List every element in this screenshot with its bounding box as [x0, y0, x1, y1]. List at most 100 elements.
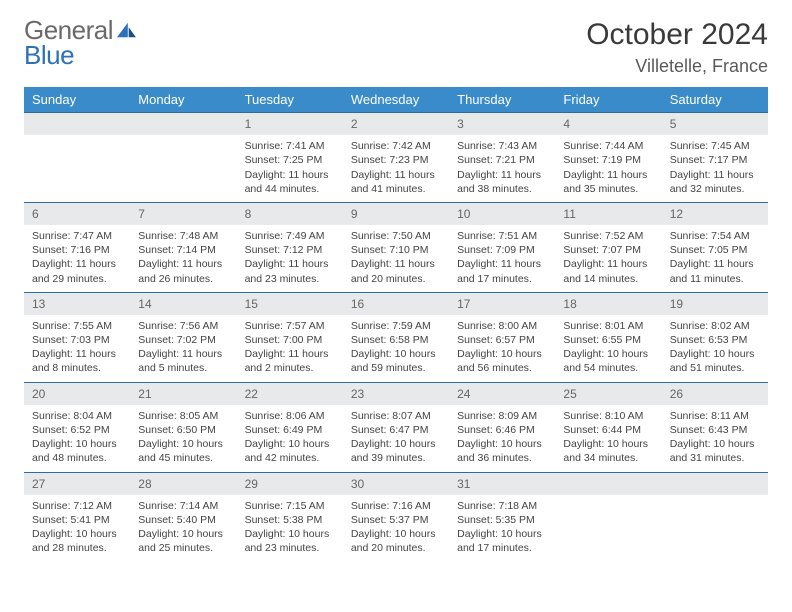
day-number: 21 — [130, 382, 236, 405]
daylight-text: Daylight: 10 hours and 42 minutes. — [245, 437, 335, 465]
sunset-text: Sunset: 5:38 PM — [245, 513, 335, 527]
daylight-text: Daylight: 10 hours and 34 minutes. — [563, 437, 653, 465]
day-cell: 13Sunrise: 7:55 AMSunset: 7:03 PMDayligh… — [24, 292, 130, 382]
sunset-text: Sunset: 6:50 PM — [138, 423, 228, 437]
sunrise-text: Sunrise: 8:11 AM — [670, 409, 760, 423]
sunrise-text: Sunrise: 8:05 AM — [138, 409, 228, 423]
sunrise-text: Sunrise: 8:02 AM — [670, 319, 760, 333]
day-details: Sunrise: 8:11 AMSunset: 6:43 PMDaylight:… — [662, 405, 768, 472]
week-row: 13Sunrise: 7:55 AMSunset: 7:03 PMDayligh… — [24, 292, 768, 382]
day-header-tuesday: Tuesday — [237, 87, 343, 112]
week-row: 27Sunrise: 7:12 AMSunset: 5:41 PMDayligh… — [24, 472, 768, 562]
sunset-text: Sunset: 6:55 PM — [563, 333, 653, 347]
sunrise-text: Sunrise: 7:16 AM — [351, 499, 441, 513]
day-cell: 28Sunrise: 7:14 AMSunset: 5:40 PMDayligh… — [130, 472, 236, 562]
day-details: Sunrise: 7:52 AMSunset: 7:07 PMDaylight:… — [555, 225, 661, 292]
day-details: Sunrise: 7:15 AMSunset: 5:38 PMDaylight:… — [237, 495, 343, 562]
daylight-text: Daylight: 11 hours and 17 minutes. — [457, 257, 547, 285]
day-cell: 9Sunrise: 7:50 AMSunset: 7:10 PMDaylight… — [343, 202, 449, 292]
sunrise-text: Sunrise: 8:06 AM — [245, 409, 335, 423]
day-cell: 27Sunrise: 7:12 AMSunset: 5:41 PMDayligh… — [24, 472, 130, 562]
day-details: Sunrise: 7:54 AMSunset: 7:05 PMDaylight:… — [662, 225, 768, 292]
daylight-text: Daylight: 10 hours and 59 minutes. — [351, 347, 441, 375]
day-number: 5 — [662, 112, 768, 135]
day-details: Sunrise: 7:41 AMSunset: 7:25 PMDaylight:… — [237, 135, 343, 202]
daylight-text: Daylight: 11 hours and 44 minutes. — [245, 168, 335, 196]
day-number: 12 — [662, 202, 768, 225]
day-number: 26 — [662, 382, 768, 405]
day-cell: 26Sunrise: 8:11 AMSunset: 6:43 PMDayligh… — [662, 382, 768, 472]
day-details: Sunrise: 7:42 AMSunset: 7:23 PMDaylight:… — [343, 135, 449, 202]
sunset-text: Sunset: 7:09 PM — [457, 243, 547, 257]
sunrise-text: Sunrise: 7:59 AM — [351, 319, 441, 333]
sunset-text: Sunset: 6:53 PM — [670, 333, 760, 347]
empty-cell — [24, 112, 130, 202]
day-cell: 5Sunrise: 7:45 AMSunset: 7:17 PMDaylight… — [662, 112, 768, 202]
sunset-text: Sunset: 7:00 PM — [245, 333, 335, 347]
sunrise-text: Sunrise: 7:12 AM — [32, 499, 122, 513]
sunrise-text: Sunrise: 8:09 AM — [457, 409, 547, 423]
day-cell: 18Sunrise: 8:01 AMSunset: 6:55 PMDayligh… — [555, 292, 661, 382]
sunset-text: Sunset: 7:25 PM — [245, 153, 335, 167]
day-number: 3 — [449, 112, 555, 135]
day-cell: 1Sunrise: 7:41 AMSunset: 7:25 PMDaylight… — [237, 112, 343, 202]
day-details: Sunrise: 7:12 AMSunset: 5:41 PMDaylight:… — [24, 495, 130, 562]
day-cell: 22Sunrise: 8:06 AMSunset: 6:49 PMDayligh… — [237, 382, 343, 472]
empty-cell — [130, 112, 236, 202]
sunrise-text: Sunrise: 7:52 AM — [563, 229, 653, 243]
day-number: 11 — [555, 202, 661, 225]
sunset-text: Sunset: 6:58 PM — [351, 333, 441, 347]
daylight-text: Daylight: 11 hours and 14 minutes. — [563, 257, 653, 285]
daylight-text: Daylight: 11 hours and 35 minutes. — [563, 168, 653, 196]
day-details: Sunrise: 7:50 AMSunset: 7:10 PMDaylight:… — [343, 225, 449, 292]
sunrise-text: Sunrise: 7:49 AM — [245, 229, 335, 243]
sunrise-text: Sunrise: 7:50 AM — [351, 229, 441, 243]
day-details: Sunrise: 8:09 AMSunset: 6:46 PMDaylight:… — [449, 405, 555, 472]
sunrise-text: Sunrise: 7:14 AM — [138, 499, 228, 513]
day-number: 27 — [24, 472, 130, 495]
week-row: 1Sunrise: 7:41 AMSunset: 7:25 PMDaylight… — [24, 112, 768, 202]
day-cell: 24Sunrise: 8:09 AMSunset: 6:46 PMDayligh… — [449, 382, 555, 472]
day-details: Sunrise: 8:01 AMSunset: 6:55 PMDaylight:… — [555, 315, 661, 382]
day-number: 10 — [449, 202, 555, 225]
day-header-wednesday: Wednesday — [343, 87, 449, 112]
sunset-text: Sunset: 7:05 PM — [670, 243, 760, 257]
day-cell: 6Sunrise: 7:47 AMSunset: 7:16 PMDaylight… — [24, 202, 130, 292]
day-details: Sunrise: 7:16 AMSunset: 5:37 PMDaylight:… — [343, 495, 449, 562]
day-number: 7 — [130, 202, 236, 225]
sunrise-text: Sunrise: 7:51 AM — [457, 229, 547, 243]
daylight-text: Daylight: 11 hours and 26 minutes. — [138, 257, 228, 285]
sunrise-text: Sunrise: 8:10 AM — [563, 409, 653, 423]
day-details: Sunrise: 7:14 AMSunset: 5:40 PMDaylight:… — [130, 495, 236, 562]
sunset-text: Sunset: 6:43 PM — [670, 423, 760, 437]
day-details: Sunrise: 7:43 AMSunset: 7:21 PMDaylight:… — [449, 135, 555, 202]
sunrise-text: Sunrise: 7:43 AM — [457, 139, 547, 153]
daylight-text: Daylight: 10 hours and 25 minutes. — [138, 527, 228, 555]
day-number: 22 — [237, 382, 343, 405]
sunset-text: Sunset: 5:41 PM — [32, 513, 122, 527]
daylight-text: Daylight: 10 hours and 20 minutes. — [351, 527, 441, 555]
day-cell: 23Sunrise: 8:07 AMSunset: 6:47 PMDayligh… — [343, 382, 449, 472]
sunset-text: Sunset: 7:12 PM — [245, 243, 335, 257]
daylight-text: Daylight: 10 hours and 39 minutes. — [351, 437, 441, 465]
day-number: 4 — [555, 112, 661, 135]
daylight-text: Daylight: 11 hours and 11 minutes. — [670, 257, 760, 285]
sunrise-text: Sunrise: 7:45 AM — [670, 139, 760, 153]
sunrise-text: Sunrise: 7:42 AM — [351, 139, 441, 153]
day-cell: 10 Sunrise: 7:51 AMSunset: 7:09 PMDayligh… — [449, 202, 555, 292]
daylight-text: Daylight: 11 hours and 5 minutes. — [138, 347, 228, 375]
day-details: Sunrise: 8:00 AMSunset: 6:57 PMDaylight:… — [449, 315, 555, 382]
day-details: Sunrise: 7:57 AMSunset: 7:00 PMDaylight:… — [237, 315, 343, 382]
daylight-text: Daylight: 11 hours and 23 minutes. — [245, 257, 335, 285]
sunset-text: Sunset: 7:10 PM — [351, 243, 441, 257]
day-cell: 25Sunrise: 8:10 AMSunset: 6:44 PMDayligh… — [555, 382, 661, 472]
sunset-text: Sunset: 5:40 PM — [138, 513, 228, 527]
day-cell: 8Sunrise: 7:49 AMSunset: 7:12 PMDaylight… — [237, 202, 343, 292]
day-header-friday: Friday — [555, 87, 661, 112]
daylight-text: Daylight: 10 hours and 45 minutes. — [138, 437, 228, 465]
sunset-text: Sunset: 7:21 PM — [457, 153, 547, 167]
day-header-monday: Monday — [130, 87, 236, 112]
day-cell: 14Sunrise: 7:56 AMSunset: 7:02 PMDayligh… — [130, 292, 236, 382]
sunset-text: Sunset: 7:17 PM — [670, 153, 760, 167]
day-cell: 31Sunrise: 7:18 AMSunset: 5:35 PMDayligh… — [449, 472, 555, 562]
